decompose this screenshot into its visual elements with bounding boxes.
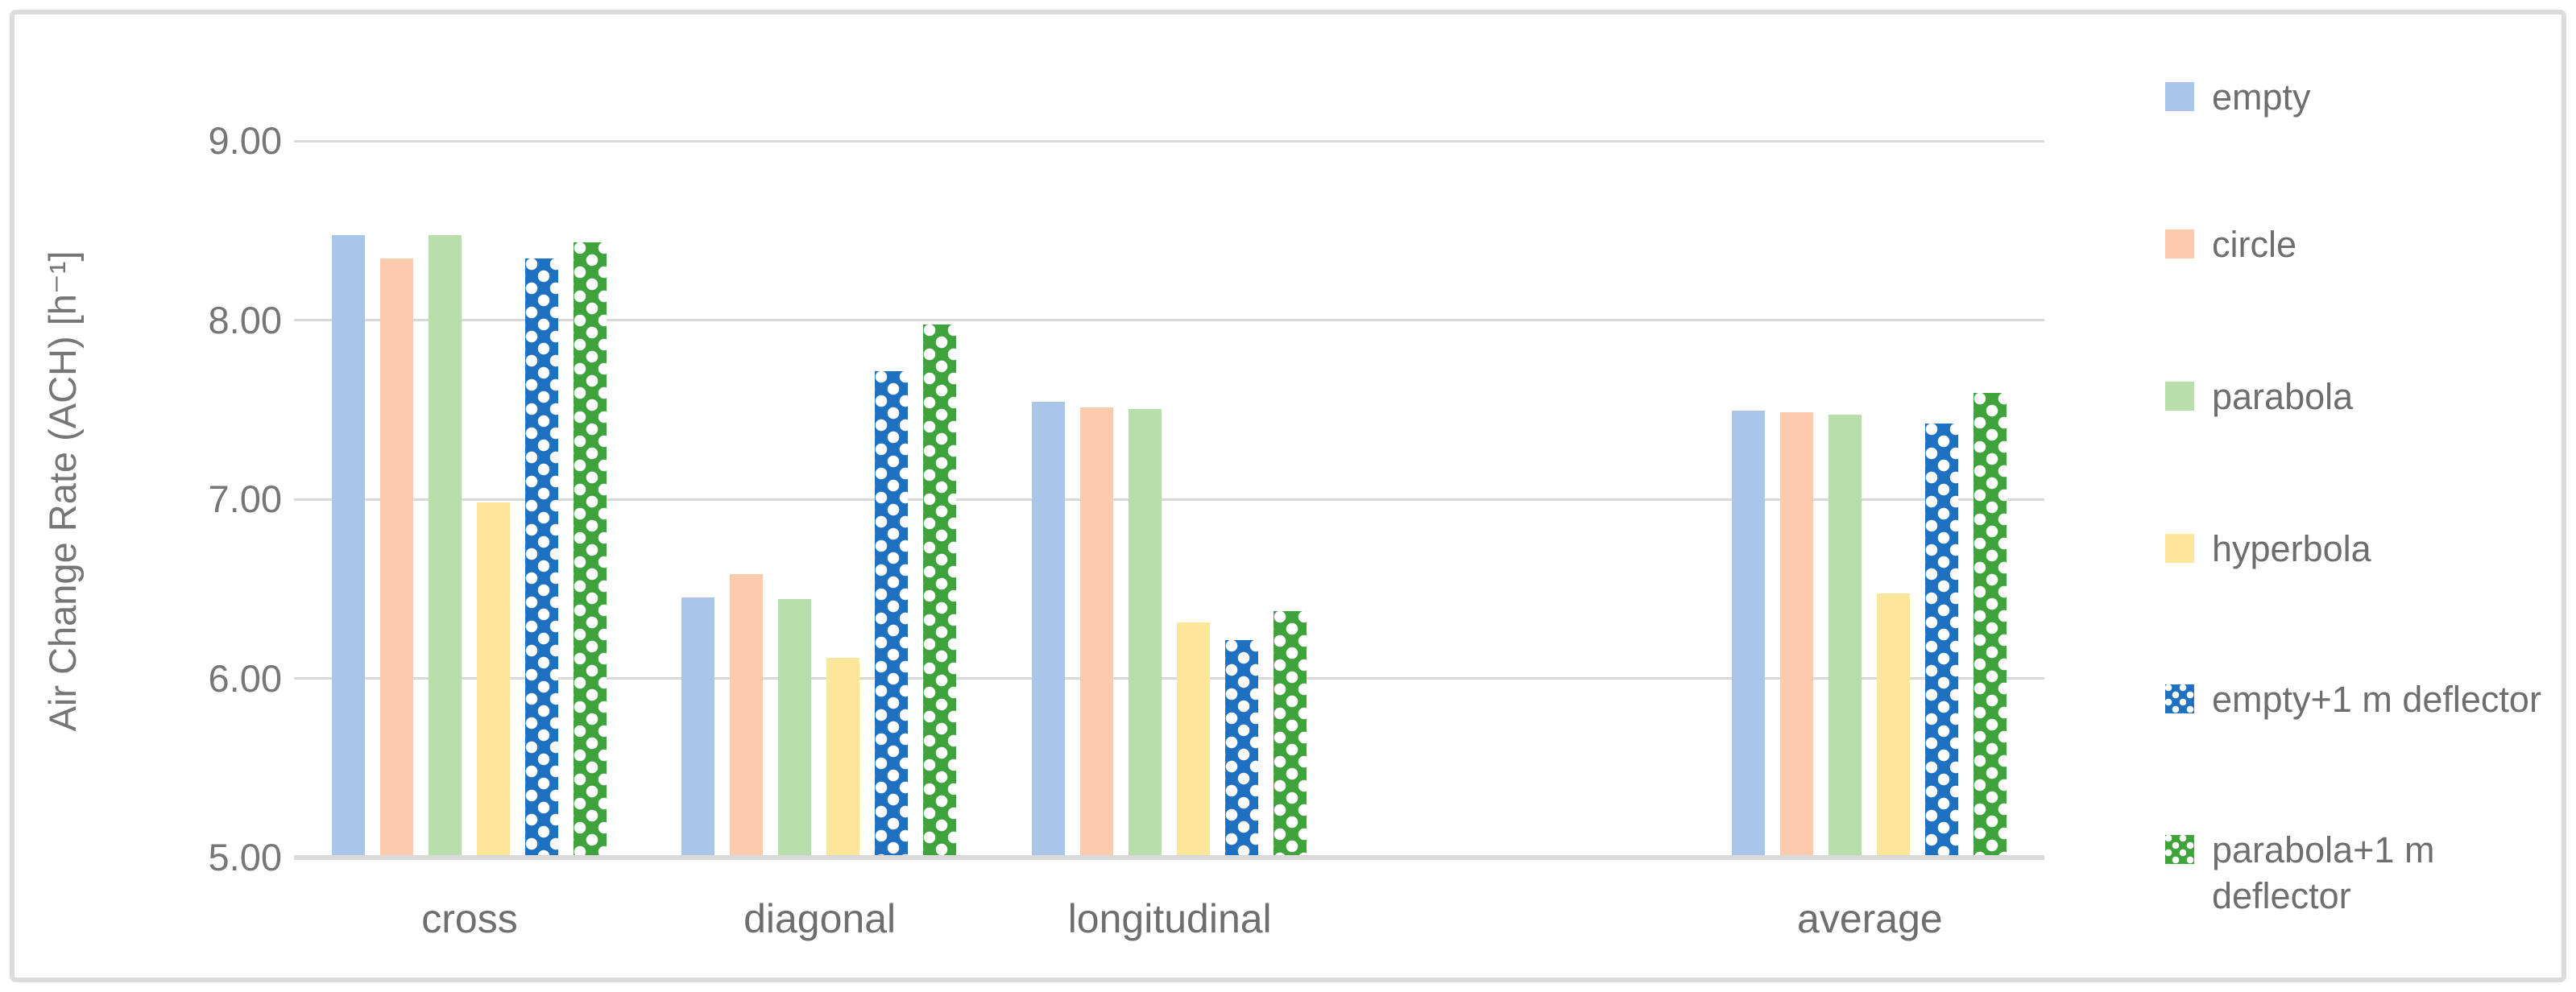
bar-empty-average (1732, 411, 1766, 855)
x-axis-line (294, 855, 2044, 860)
bar-parabola-cross (428, 235, 462, 855)
bar-parabola-longitudinal (1129, 408, 1162, 855)
legend-label-empty-1-m-deflector: empty+1 m deflector (2212, 679, 2541, 720)
legend-swatch-hyperbola (2165, 534, 2194, 563)
legend-label-parabola-1-m-deflector: parabola+1 m deflector (2212, 829, 2435, 916)
y-tick-label-8.00: 8.00 (208, 298, 282, 341)
legend-label-parabola: parabola (2212, 376, 2354, 417)
y-tick-label-9.00: 9.00 (208, 119, 282, 162)
legend-label-hyperbola: hyperbola (2212, 528, 2371, 569)
bar-parabola-diagonal (778, 598, 812, 855)
legend-label-empty: empty (2212, 76, 2311, 118)
gridline-6.00 (294, 677, 2044, 680)
bar-empty-cross (331, 235, 365, 855)
y-tick-label-7.00: 7.00 (208, 477, 282, 520)
legend-swatch-parabola (2165, 382, 2194, 411)
y-tick-label-5.00: 5.00 (208, 836, 282, 878)
legend-label-circle: circle (2212, 224, 2297, 265)
bar-circle-cross (379, 258, 413, 855)
bar-empty-1-m-deflector-average (1925, 423, 1959, 855)
bar-hyperbola-average (1877, 593, 1911, 855)
gridline-7.00 (294, 498, 2044, 501)
x-category-label-diagonal: diagonal (743, 896, 897, 941)
gridline-9.00 (294, 139, 2044, 143)
bar-circle-longitudinal (1080, 407, 1113, 855)
legend-swatch-empty (2165, 82, 2194, 111)
bar-parabola-average (1828, 414, 1862, 855)
bar-parabola-1-m-deflector-diagonal (923, 324, 957, 855)
x-category-label-longitudinal: longitudinal (1067, 896, 1272, 941)
bar-parabola-1-m-deflector-average (1973, 392, 2007, 855)
bar-hyperbola-longitudinal (1177, 622, 1210, 855)
bar-circle-average (1780, 412, 1814, 855)
legend-swatch-circle (2165, 229, 2194, 258)
gridline-8.00 (294, 319, 2044, 321)
bar-empty-longitudinal (1032, 402, 1065, 855)
bar-empty-1-m-deflector-longitudinal (1225, 640, 1258, 855)
y-tick-label-6.00: 6.00 (208, 656, 282, 700)
bar-circle-diagonal (730, 573, 764, 855)
legend-swatch-parabola-1-m-deflector (2165, 835, 2194, 864)
bar-hyperbola-cross (476, 502, 510, 855)
x-category-label-cross: cross (421, 896, 518, 941)
bar-parabola-1-m-deflector-cross (573, 242, 607, 855)
legend-swatch-empty-1-m-deflector (2165, 684, 2194, 713)
bar-empty-1-m-deflector-diagonal (875, 371, 909, 855)
bar-parabola-1-m-deflector-longitudinal (1274, 611, 1307, 855)
bar-hyperbola-diagonal (826, 658, 860, 855)
bar-empty-1-m-deflector-cross (524, 258, 558, 855)
bar-empty-diagonal (681, 597, 715, 855)
x-category-label-average: average (1797, 896, 1943, 941)
